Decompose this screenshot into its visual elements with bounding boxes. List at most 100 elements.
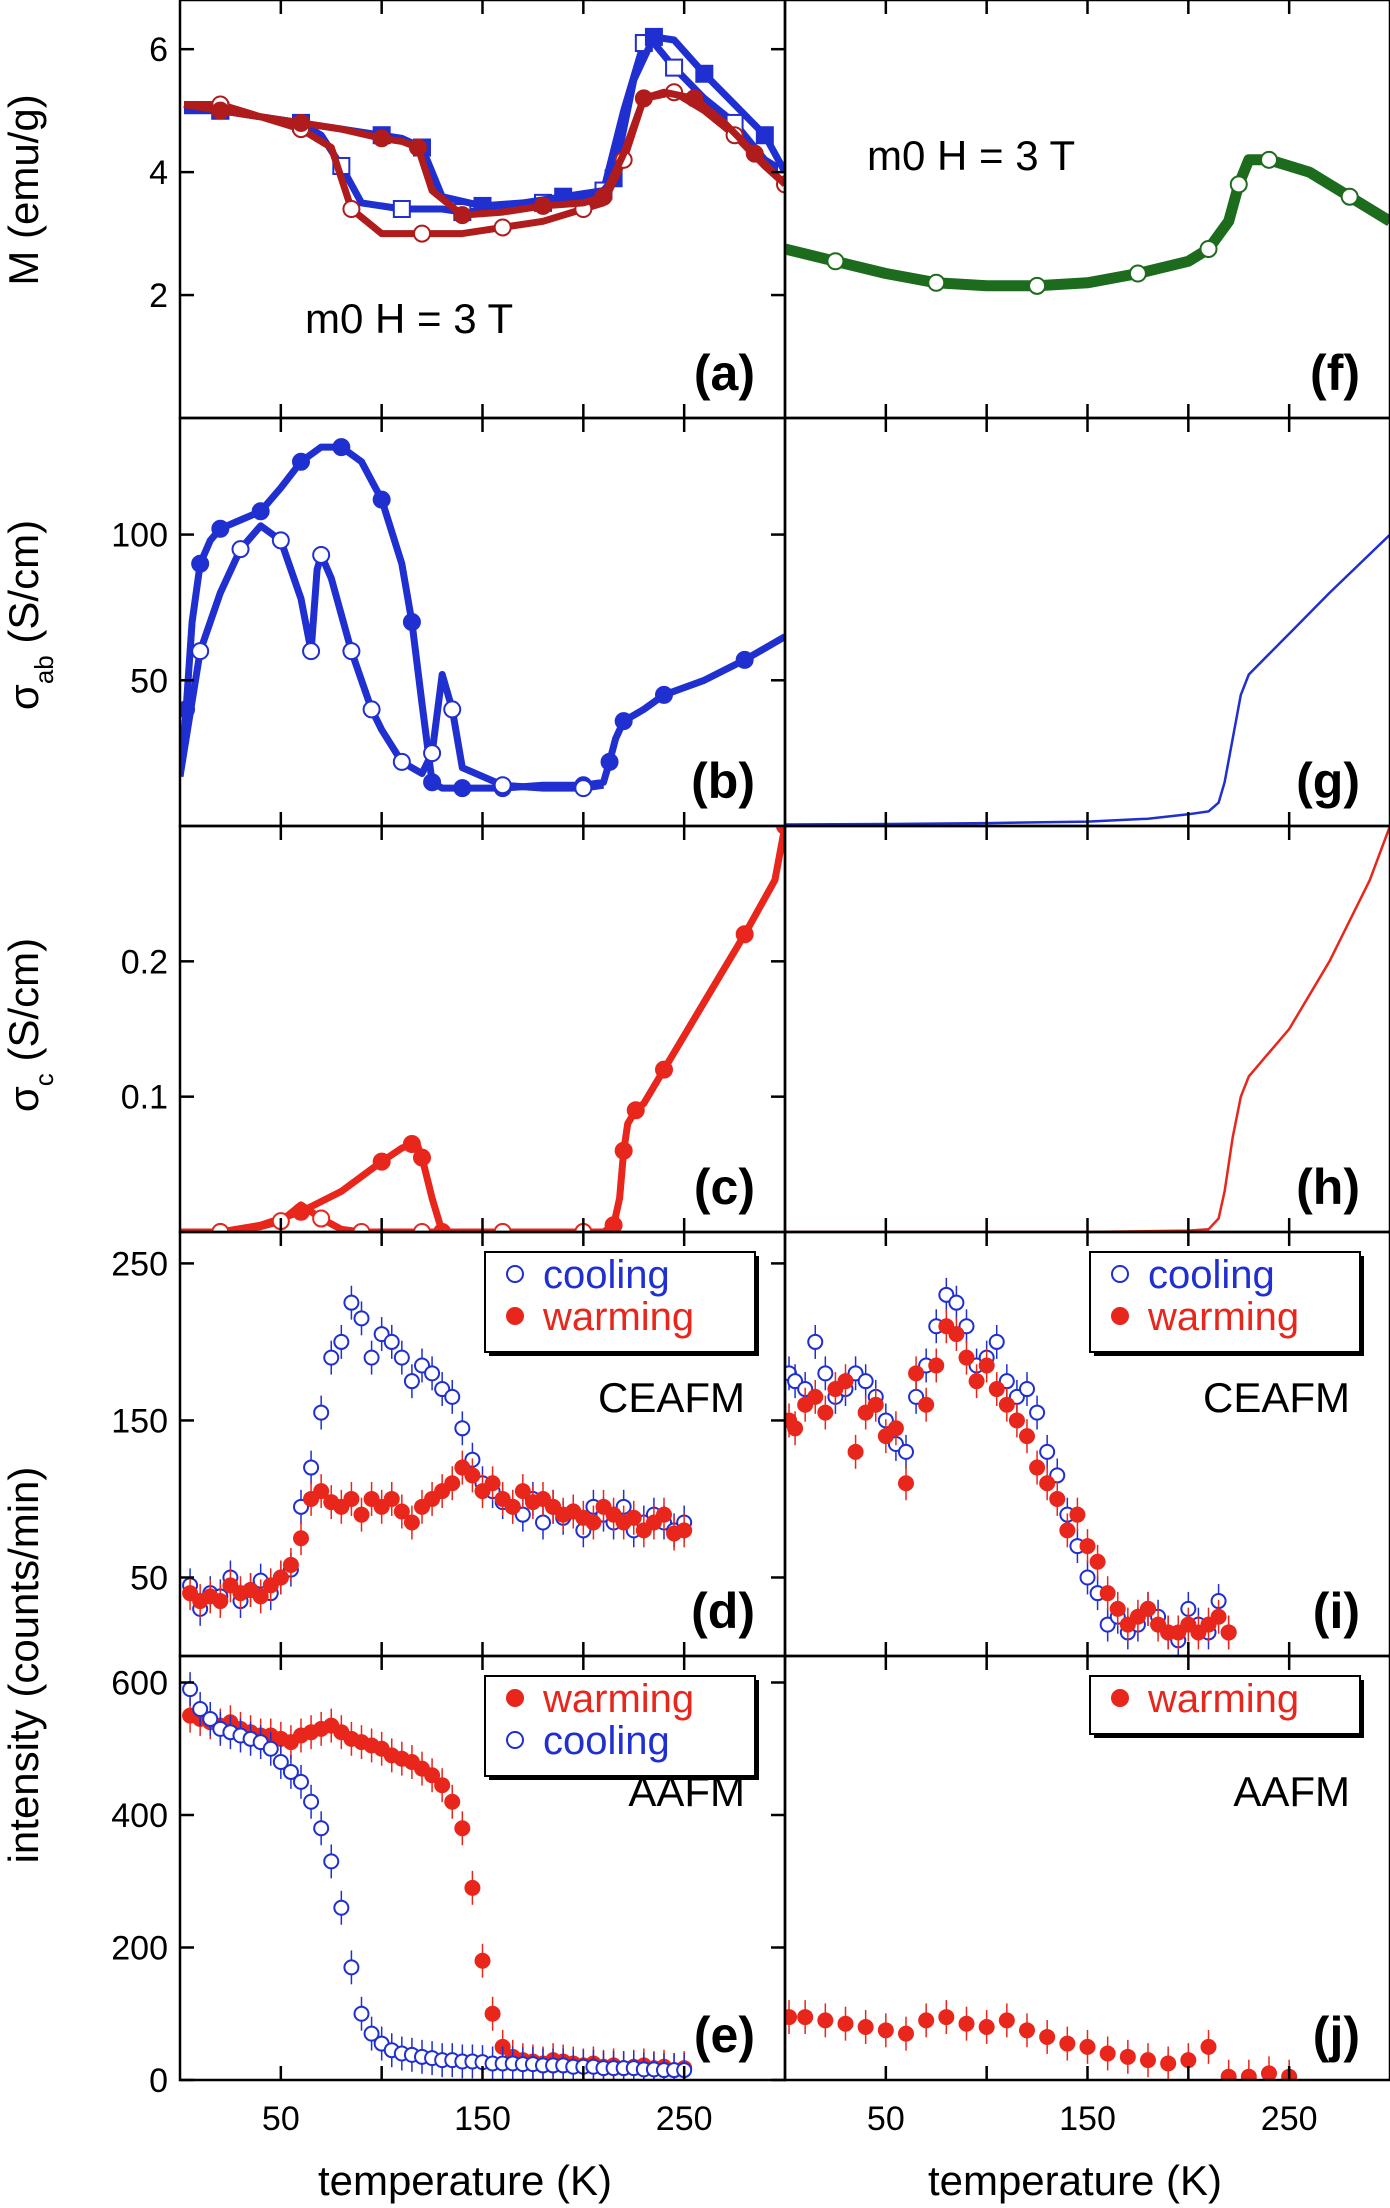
data-point-j-0-13 [1039,2028,1056,2045]
data-point-d-0-27 [454,1420,471,1437]
data-point-a-1-15 [644,27,663,46]
data-point-b-1-19 [443,700,462,719]
data-point-j-0-8 [938,2009,955,2026]
data-point-b-1-9 [312,545,331,564]
data-point-i-1-22 [998,1396,1015,1413]
data-point-b-0-15 [402,613,421,631]
data-point-j-0-5 [877,2022,894,2039]
data-point-d-0-18 [363,1349,380,1366]
x-axis-title-left: temperature (K) [318,2157,612,2204]
data-point-j-0-6 [898,2025,914,2042]
data-point-i-0-3 [807,1333,824,1350]
series-line-f-0 [785,154,1390,292]
legend-box-d [484,1251,756,1353]
data-point-j-0-15 [1079,2038,1096,2055]
data-point-j-0-3 [837,2015,854,2032]
annotation-f: m0 H = 3 T [867,132,1075,179]
data-point-e-1-0 [182,1681,199,1698]
data-point-i-1-28 [1059,1522,1076,1539]
data-point-b-0-7 [251,502,270,521]
data-point-b-1-1 [191,642,210,661]
data-point-j-0-18 [1140,2052,1156,2069]
data-point-i-0-8 [857,1373,874,1390]
data-point-b-1-3 [231,540,250,559]
data-point-c-1-9 [413,1223,431,1232]
data-point-i-1-17 [948,1326,965,1343]
x-tick-label: 50 [867,2100,905,2138]
panel-g: (g) [783,416,1390,828]
data-point-e-1-18 [363,2025,380,2042]
data-point-e-0-24 [424,1767,441,1784]
data-point-e-0-28 [464,1879,481,1896]
data-point-j-0-22 [1220,2068,1237,2080]
plot-area-e [182,1672,693,2080]
x-tick-label: 250 [1261,2100,1318,2138]
data-point-j-0-4 [857,2019,874,2035]
data-point-a-3-9 [453,206,472,225]
data-point-j-0-14 [1059,2035,1076,2052]
panel-j: (j) AAFM warming [783,1654,1390,2082]
data-point-d-1-30 [484,1475,501,1492]
data-point-d-1-49 [676,1522,693,1539]
y-tick-label-e: 600 [111,1665,168,1703]
data-point-d-0-20 [383,1333,400,1350]
data-point-d-0-17 [353,1310,370,1327]
data-point-d-1-20 [383,1490,400,1507]
data-point-a-3-19 [745,144,764,163]
y-tick-label-d: 250 [111,1245,168,1283]
data-point-i-0-24 [1019,1381,1035,1398]
data-point-c-0-7 [402,1135,421,1154]
data-point-f-0-13 [1260,150,1278,169]
data-point-i-1-1 [787,1420,804,1437]
x-axis-title-right: temperature (K) [928,2157,1222,2204]
panel-frame-f [783,0,1390,420]
legend-marker-d-1 [506,1307,524,1325]
data-point-i-1-33 [1109,1600,1126,1617]
data-point-i-1-43 [1210,1608,1227,1625]
data-point-i-1-15 [928,1357,945,1374]
panel-a: 2 4 6 (a) m0 H = 3 T [149,0,787,420]
data-point-c-1-1 [211,1223,230,1232]
data-point-a-3-3 [292,113,310,132]
data-point-d-1-22 [403,1514,420,1531]
data-point-e-1-16 [343,1959,360,1976]
data-point-i-1-27 [1049,1490,1066,1507]
data-point-d-1-26 [444,1475,461,1492]
legend-marker-e-0 [506,1689,524,1707]
data-point-d-1-9 [272,1569,289,1586]
data-point-b-1-5 [271,531,290,550]
data-point-a-3-5 [372,129,391,148]
y-tick-label-a: 2 [149,277,168,315]
data-point-a-1-17 [695,64,714,83]
data-point-e-0-30 [484,2005,501,2022]
y-tick-label-c: 0.1 [121,1079,168,1117]
y-tick-label-c: 0.2 [121,943,168,981]
data-point-i-0-25 [1029,1404,1046,1421]
data-point-e-1-13 [313,1820,330,1837]
data-point-i-1-44 [1220,1624,1237,1641]
data-point-f-0-1 [826,252,845,271]
plot-area-j [785,2000,1298,2080]
data-point-i-1-32 [1099,1585,1116,1602]
data-point-i-1-24 [1019,1428,1035,1445]
data-point-j-0-19 [1160,2055,1177,2072]
data-point-d-0-24 [424,1365,441,1382]
data-point-c-1-11 [493,1223,512,1232]
legend-box-j [1089,1675,1361,1735]
data-point-b-1-15 [392,752,411,771]
data-point-j-0-2 [817,2012,834,2029]
series-line-b-1 [180,522,604,792]
data-point-i-1-3 [807,1388,824,1405]
data-point-i-0-30 [1079,1569,1096,1586]
data-point-i-1-11 [887,1420,904,1437]
panel-letter-e: (e) [694,2007,755,2063]
data-point-b-1-13 [362,700,381,719]
data-point-i-1-29 [1069,1506,1086,1523]
data-point-i-1-9 [867,1396,884,1413]
legend-label-d-1: warming [542,1295,694,1339]
plot-area-h [785,826,1390,1232]
data-point-f-0-9 [1199,239,1218,258]
panel-f: (f) m0 H = 3 T [783,0,1390,420]
data-point-i-0-26 [1039,1443,1056,1460]
data-point-d-1-21 [393,1503,410,1520]
